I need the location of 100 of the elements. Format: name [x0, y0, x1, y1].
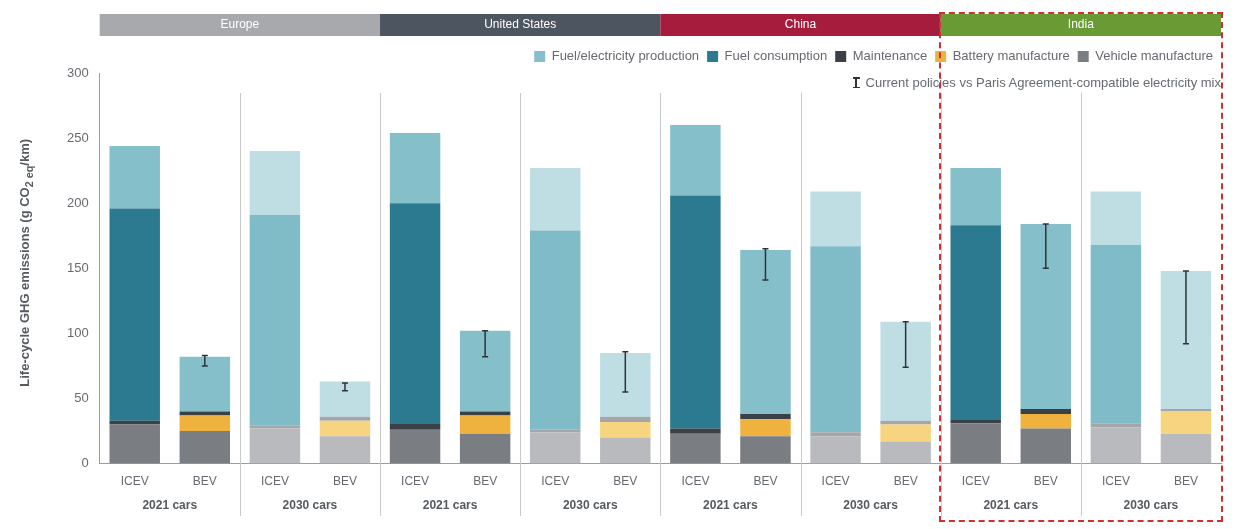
text: 2030 cars [282, 498, 338, 513]
bar [670, 195, 721, 429]
bar [880, 321, 931, 421]
x-tick-label: ICEV [681, 474, 710, 489]
bar [950, 419, 1001, 424]
bar [740, 436, 791, 464]
bar [600, 416, 651, 422]
bar [670, 428, 721, 434]
x-tick-label: ICEV [401, 474, 430, 489]
x-tick-label: BEV [1173, 474, 1198, 489]
text: 2021 cars [983, 498, 1039, 513]
bar [1090, 191, 1142, 245]
bar [1160, 270, 1212, 409]
y-tick-label: 200 [66, 194, 89, 210]
x-tick-label: BEV [192, 474, 217, 489]
y-tick-label: 300 [66, 64, 89, 80]
bar [740, 250, 791, 415]
x-tick-label: ICEV [961, 474, 990, 489]
bar [179, 431, 231, 464]
bar [810, 191, 861, 247]
bar [1090, 244, 1142, 424]
x-tick-label: ICEV [541, 474, 570, 489]
text: 2021 cars [142, 498, 198, 513]
bar [179, 415, 231, 432]
bar [950, 225, 1001, 420]
bar [389, 429, 441, 464]
bar [1160, 411, 1212, 434]
bar [529, 230, 581, 430]
text: Europe [220, 17, 260, 32]
bar [179, 356, 231, 412]
bar [1020, 408, 1072, 415]
text: 2021 cars [422, 498, 478, 513]
legend-label: Maintenance [852, 48, 928, 64]
bar [950, 168, 1001, 226]
y-tick-label: 100 [66, 324, 89, 340]
bar [670, 125, 721, 196]
bar [1160, 433, 1212, 464]
x-tick-label: ICEV [260, 474, 289, 489]
bar [1020, 414, 1072, 429]
y-tick-label: 50 [74, 390, 89, 406]
bar [950, 423, 1001, 464]
bar [389, 423, 441, 430]
bar [600, 352, 651, 417]
bar [529, 168, 581, 231]
legend-label: Fuel/electricity production [551, 48, 700, 64]
x-tick-label: ICEV [1101, 474, 1130, 489]
y-tick-label: 150 [66, 259, 89, 275]
bar [1090, 427, 1142, 464]
text: 2030 cars [562, 498, 618, 513]
bar [319, 416, 371, 421]
bar [1020, 428, 1072, 464]
annotation: Current policies vs Paris Agreement-compatible electricity mix [865, 75, 1221, 90]
bar [319, 420, 371, 437]
bar [600, 421, 651, 438]
text: United States [484, 17, 557, 32]
bar [109, 424, 160, 464]
x-tick-label: BEV [893, 474, 918, 489]
x-tick-label: ICEV [120, 474, 149, 489]
bar [1160, 408, 1212, 412]
text: 2030 cars [843, 498, 899, 513]
bar [319, 436, 371, 464]
bar [319, 381, 371, 417]
text: China [784, 17, 817, 32]
bar [880, 441, 931, 464]
x-tick-label: BEV [613, 474, 638, 489]
x-tick-label: BEV [473, 474, 498, 489]
text: 2021 cars [703, 498, 759, 513]
bar [249, 428, 301, 464]
legend-label: Battery manufacture [952, 48, 1070, 64]
bar [1020, 224, 1072, 409]
bar [459, 415, 511, 434]
bar [880, 420, 931, 425]
bar [109, 420, 160, 425]
x-tick-label: BEV [753, 474, 778, 489]
bar [740, 419, 791, 437]
y-tick-label: 0 [81, 455, 89, 471]
bar [389, 132, 441, 204]
bar [670, 433, 721, 464]
text: 2030 cars [1123, 498, 1179, 513]
x-tick-label: BEV [332, 474, 357, 489]
y-tick-label: 250 [66, 129, 89, 145]
legend-label: Vehicle manufacture [1095, 48, 1213, 64]
text: India [1067, 17, 1095, 32]
bar [529, 432, 581, 464]
bar [459, 330, 511, 412]
bar [810, 246, 861, 433]
bar [810, 432, 861, 437]
bar [810, 436, 861, 464]
bar [109, 208, 160, 421]
bar [880, 424, 931, 442]
bar [389, 203, 441, 424]
legend-label: Fuel consumption [724, 48, 828, 64]
x-tick-label: BEV [1033, 474, 1058, 489]
bar [249, 214, 301, 426]
x-tick-label: ICEV [821, 474, 850, 489]
bar [1090, 423, 1142, 428]
bar [109, 145, 160, 209]
bar [600, 437, 651, 464]
bar [249, 151, 301, 215]
bar [459, 433, 511, 464]
